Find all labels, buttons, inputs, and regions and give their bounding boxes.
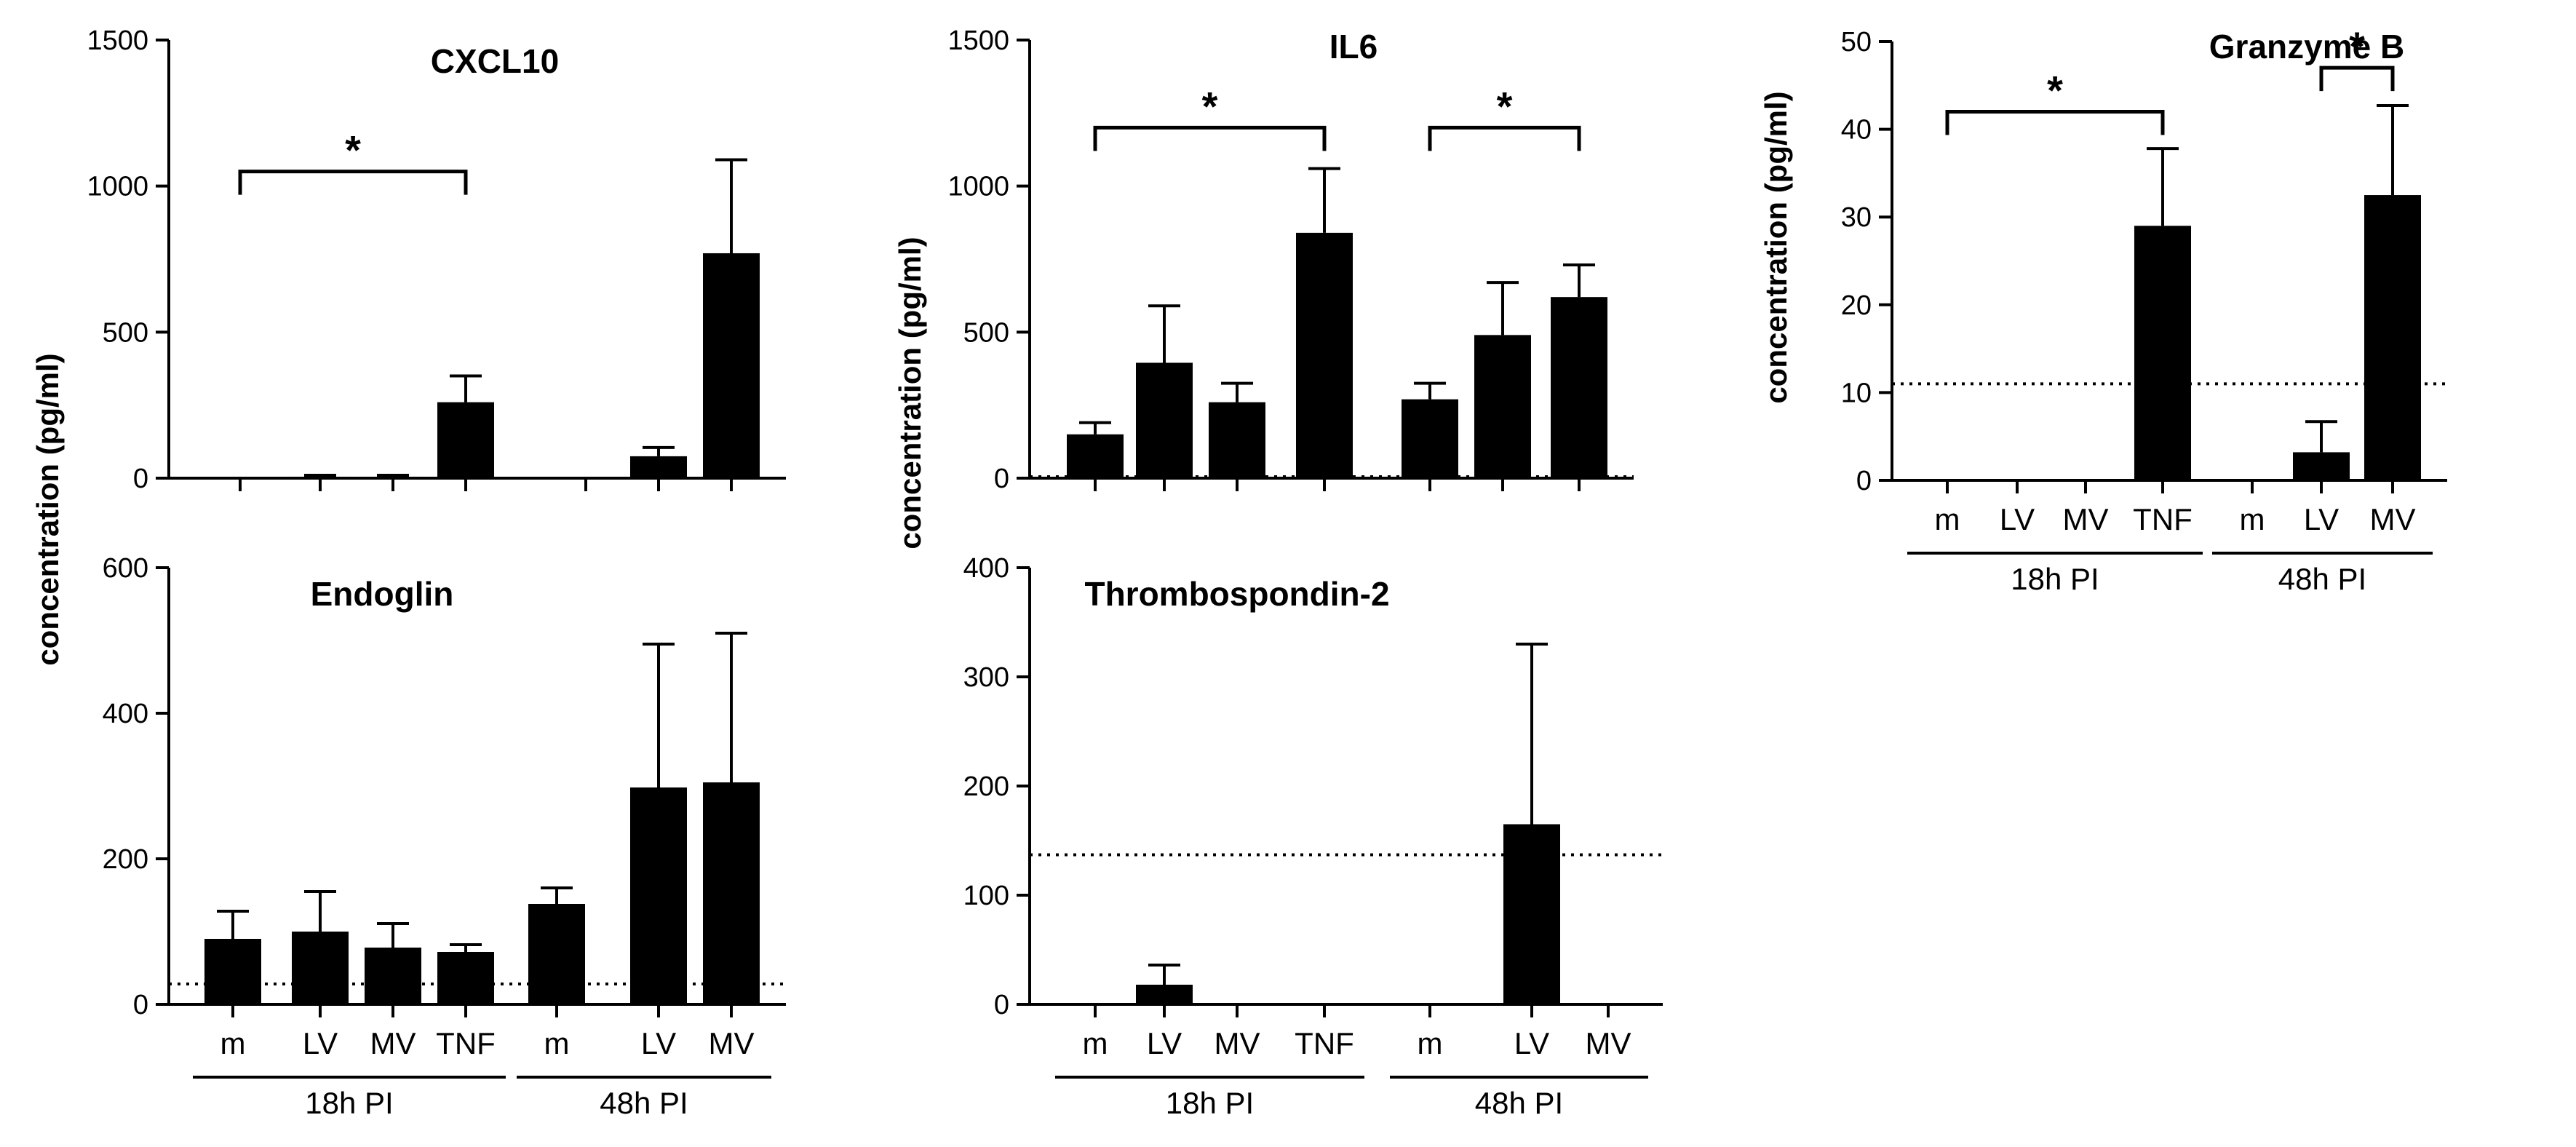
bar-lv-48h — [1474, 335, 1531, 478]
group-label: 48h PI — [600, 1086, 688, 1120]
bar-lv-48h — [630, 456, 687, 478]
bar-tnf-18h — [1296, 232, 1353, 478]
y-tick-label: 1500 — [87, 25, 148, 56]
y-tick-label: 0 — [994, 464, 1009, 494]
y-tick-label: 300 — [963, 662, 1009, 693]
category-label: m — [220, 1026, 246, 1060]
y-tick-label: 100 — [963, 881, 1009, 911]
significance-star: * — [1497, 83, 1513, 129]
significance-star: * — [2047, 67, 2063, 113]
y-tick-label: 600 — [103, 553, 148, 584]
significance-star: * — [2349, 23, 2365, 69]
bar-mv-48h — [1551, 297, 1607, 478]
bar-lv-48h — [2293, 452, 2350, 480]
y-tick-label: 0 — [994, 990, 1009, 1020]
significance-star: * — [345, 127, 361, 173]
y-tick-label: 200 — [963, 771, 1009, 802]
category-label: MV — [709, 1026, 755, 1060]
chart-title: IL6 — [1329, 28, 1378, 66]
y-axis-label-right: concentration (pg/ml) — [1759, 91, 1793, 403]
significance-bracket — [2319, 66, 2395, 92]
chart-title: Endoglin — [311, 575, 454, 613]
category-label: m — [1418, 1026, 1443, 1060]
bar-lv-48h — [630, 787, 687, 1004]
bar-lv-48h — [1503, 824, 1560, 1004]
category-label: TNF — [1295, 1026, 1354, 1060]
group-label: 18h PI — [1166, 1086, 1254, 1120]
y-tick-label: 0 — [133, 464, 148, 494]
y-tick-label: 40 — [1841, 115, 1872, 146]
group-label: 48h PI — [1475, 1086, 1563, 1120]
y-tick-label: 500 — [103, 317, 148, 348]
panel-endoglin: 0 200 400 600 Endoglin m LV MV TNF m LV MV 18h PI 48h… — [103, 553, 786, 1120]
category-label: TNF — [436, 1026, 496, 1060]
significance-bracket — [1093, 125, 1327, 151]
y-tick-label: 400 — [103, 699, 148, 729]
bar-tnf-18h — [2134, 226, 2191, 480]
chart-title: Granzyme B — [2209, 28, 2404, 66]
y-tick-label: 0 — [1856, 466, 1872, 496]
panel-thrombospondin-2: 0 100 200 300 400 Thrombospondin-2 m LV MV TNF m LV… — [963, 553, 1663, 1120]
bar-lv-18h — [1136, 362, 1193, 478]
category-label: LV — [1514, 1026, 1549, 1060]
category-label: MV — [2063, 502, 2109, 536]
bar-lv-18h — [292, 932, 349, 1004]
y-axis-label-left: concentration (pg/ml) — [31, 353, 65, 665]
y-axis-label-middle: concentration (pg/ml) — [893, 237, 927, 549]
category-label: m — [1935, 502, 1960, 536]
bar-m-18h — [204, 939, 261, 1004]
significance-star: * — [1202, 83, 1218, 129]
y-tick-label: 400 — [963, 553, 1009, 584]
y-tick-label: 1000 — [87, 172, 148, 202]
significance-bracket — [1428, 125, 1581, 151]
bar-mv-48h — [703, 253, 760, 478]
panel-cxcl10: 0 500 1000 1500 CXCL10 * — [87, 25, 786, 494]
category-label: m — [2240, 502, 2265, 536]
y-tick-label: 500 — [963, 317, 1009, 348]
bar-mv-48h — [703, 782, 760, 1004]
y-tick-label: 1000 — [947, 172, 1009, 202]
y-tick-label: 50 — [1841, 27, 1872, 57]
significance-bracket — [238, 170, 468, 195]
bar-mv-18h — [365, 476, 421, 478]
bar-tnf-18h — [437, 952, 494, 1004]
category-label: MV — [1215, 1026, 1260, 1060]
category-label: LV — [303, 1026, 338, 1060]
category-label: MV — [370, 1026, 416, 1060]
y-tick-label: 20 — [1841, 290, 1872, 321]
panel-il6: 0 500 1000 1500 IL6 * * — [947, 25, 1634, 494]
y-tick-label: 0 — [133, 990, 148, 1020]
significance-bracket — [1945, 109, 2165, 135]
category-label: m — [544, 1026, 570, 1060]
category-label: m — [1083, 1026, 1108, 1060]
category-label: TNF — [2133, 502, 2193, 536]
bar-m-48h — [1402, 399, 1458, 478]
bar-m-48h — [528, 904, 585, 1004]
bar-lv-18h — [1136, 985, 1193, 1004]
bar-mv-48h — [2364, 195, 2421, 480]
chart-title: Thrombospondin-2 — [1084, 575, 1389, 613]
bar-mv-18h — [1209, 402, 1265, 478]
group-label: 48h PI — [2278, 562, 2366, 596]
category-label: LV — [2304, 502, 2339, 536]
category-label: LV — [2000, 502, 2035, 536]
category-label: LV — [1147, 1026, 1182, 1060]
bar-lv-18h — [292, 476, 349, 478]
category-label: LV — [641, 1026, 676, 1060]
group-label: 18h PI — [2011, 562, 2099, 596]
category-label: MV — [2370, 502, 2416, 536]
y-tick-label: 30 — [1841, 202, 1872, 233]
category-label: MV — [1586, 1026, 1631, 1060]
y-tick-label: 10 — [1841, 378, 1872, 408]
bar-mv-18h — [365, 948, 421, 1004]
bar-tnf-18h — [437, 402, 494, 478]
y-tick-label: 1500 — [947, 25, 1009, 56]
bar-m-18h — [1067, 434, 1124, 478]
y-tick-label: 200 — [103, 844, 148, 875]
group-label: 18h PI — [305, 1086, 393, 1120]
chart-title: CXCL10 — [431, 42, 559, 80]
